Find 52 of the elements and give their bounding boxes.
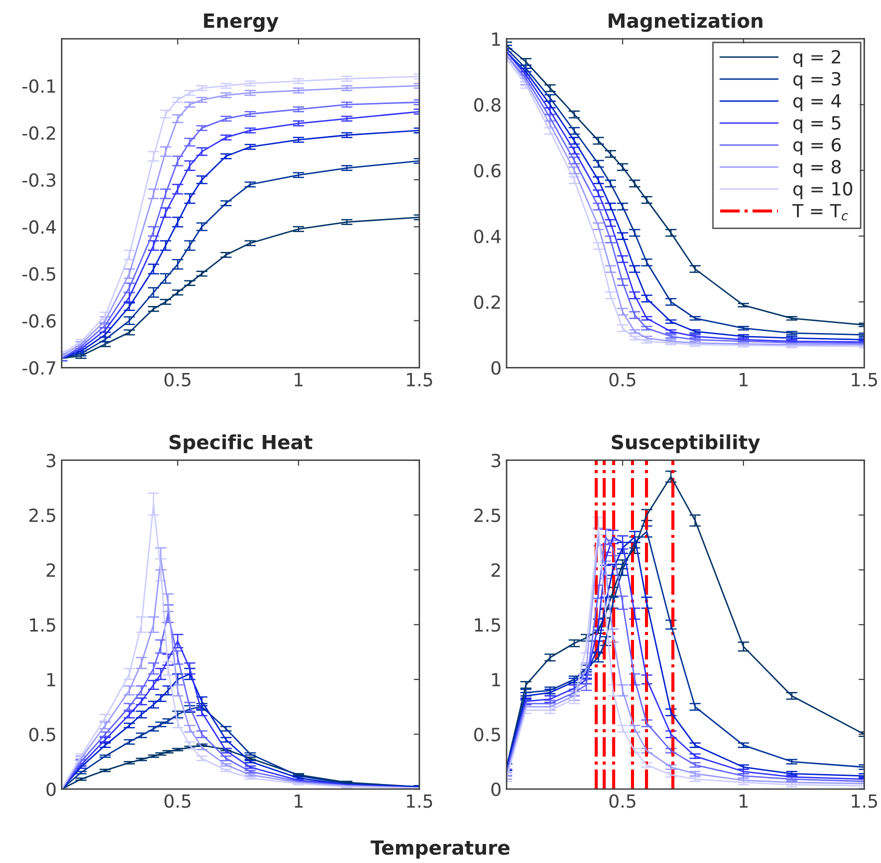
legend-label: q = 6 (793, 138, 841, 156)
y-tick-label: -0.6 (22, 314, 56, 328)
y-tick-label: 3 (46, 454, 56, 468)
y-tick-label: 1.5 (474, 618, 500, 632)
chart-title: Specific Heat (170, 434, 312, 454)
y-tick-label: 1 (492, 32, 500, 46)
y-tick-label: 1 (47, 673, 56, 686)
x-tick-label: 1 (740, 794, 748, 808)
y-tick-label: 0 (46, 782, 56, 796)
chart-title: Magnetization (608, 12, 762, 32)
x-tick-label: 1 (294, 373, 303, 386)
x-axis-title: Temperature (370, 840, 510, 859)
chart-title: Susceptibility (612, 434, 760, 454)
legend-label: q = 2 (793, 50, 840, 68)
y-tick-label: 0.4 (474, 230, 501, 244)
x-tick-label: 0.5 (164, 794, 190, 808)
x-tick-label: 0.5 (609, 794, 636, 808)
y-tick-label: 2.5 (474, 508, 500, 522)
x-tick-label: 1.5 (406, 373, 432, 386)
y-tick-label: 0.8 (474, 98, 500, 112)
x-tick-label: 1.5 (852, 794, 878, 808)
legend-label: T = T$_{c}$ (792, 204, 848, 220)
y-tick-label: -0.1 (22, 79, 56, 93)
y-tick-label: 0 (491, 361, 501, 375)
legend-label: q = 4 (793, 94, 841, 112)
legend-label: q = 8 (793, 160, 841, 178)
y-tick-label: 2 (46, 563, 55, 577)
x-tick-label: 0.5 (609, 372, 636, 386)
legend-label: q = 10 (793, 182, 852, 200)
y-tick-label: 2 (492, 563, 500, 577)
x-tick-label: 1.5 (406, 794, 432, 808)
x-tick-label: 1.5 (852, 373, 878, 386)
y-tick-label: -0.3 (22, 173, 56, 187)
y-tick-label: 0.6 (474, 164, 501, 178)
y-tick-label: -0.5 (22, 267, 56, 281)
y-tick-label: 3 (492, 454, 500, 468)
y-tick-label: 0 (491, 782, 501, 796)
y-tick-label: 0.5 (474, 728, 500, 742)
x-tick-label: 0.5 (164, 372, 190, 386)
y-tick-label: -0.2 (22, 126, 55, 140)
legend-label: q = 5 (793, 116, 840, 134)
y-tick-label: 1.5 (30, 618, 56, 632)
chart-title: Energy (204, 14, 278, 32)
y-tick-label: 1 (492, 673, 500, 686)
y-tick-label: 0.2 (474, 295, 500, 309)
y-tick-label: -0.7 (22, 361, 56, 375)
x-tick-label: 1 (294, 794, 303, 808)
y-tick-label: -0.4 (22, 220, 56, 234)
legend-label: q = 3 (793, 72, 840, 90)
x-tick-label: 1 (740, 373, 748, 386)
y-tick-label: 2.5 (29, 508, 56, 522)
y-tick-label: 0.5 (29, 728, 56, 742)
